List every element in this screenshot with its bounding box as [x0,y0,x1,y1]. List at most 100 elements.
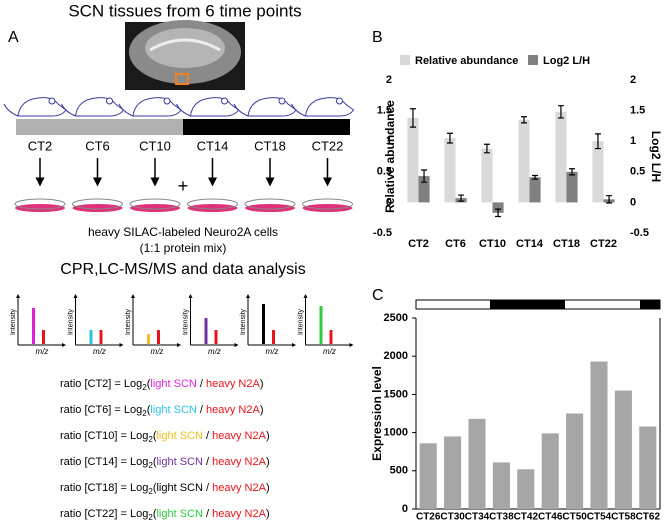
bar [614,390,632,509]
x-tick-label: CT62 [636,512,661,523]
ratio-part: 2 [142,409,147,418]
y-axis-title: Expression level [370,366,384,461]
ratio-part: ( [153,508,157,520]
x-tick-label: CT58 [611,512,636,523]
mz-label: m/z [208,347,221,356]
mouse [233,97,297,117]
ratio-part: light SCN [150,404,197,416]
time-point: CT18 [254,138,286,153]
dish [302,198,353,210]
bar [566,171,578,203]
y-tick-label: 2500 [384,312,408,324]
dish-fill [130,204,180,212]
light-peak [204,318,208,344]
y-tick-label: 2000 [384,350,408,362]
ratio-part: / [203,430,212,442]
panel-label: A [8,29,19,46]
y-axis-title: Relative abundance [383,100,397,213]
mix-label: (1:1 protein mix) [140,241,227,255]
dish-fill [72,204,123,212]
ratio-part: 2 [148,435,153,444]
plus: + [178,176,189,196]
legend-swatch [400,55,410,65]
mz-label: m/z [93,347,106,356]
error-bar [409,108,416,128]
x-tick-label: CT42 [514,512,539,523]
bar [590,361,608,509]
y2-tick-label: 1.5 [630,105,645,117]
mouse [61,97,125,117]
bar [517,469,535,509]
intensity-label: Intensity [10,308,17,335]
time-point: CT14 [197,138,229,153]
dish-fill [15,204,65,212]
ratio-part: ) [266,430,270,442]
error-bar [569,168,576,176]
ratio-part: ) [266,456,270,468]
error-bar [594,133,601,150]
ratio-part: heavy N2A [206,404,260,416]
ratio-part: ratio [CT22] = Log [60,508,148,520]
time-point: CT22 [312,138,344,153]
ratio-part: light SCN [156,456,203,468]
timeline [16,119,350,135]
bar [444,138,456,203]
heavy-peak [214,330,218,344]
mouse-ear [48,97,56,105]
ratio-part: ratio [CT18] = Log [60,482,148,494]
y-tick-label: 0 [402,503,408,515]
bar [444,436,462,509]
light-peak [32,308,35,344]
legend-swatch [528,55,538,65]
bar [481,148,493,203]
x-tick-label: CT26 [416,512,441,523]
x-tick-label: CT54 [587,512,612,523]
ratio-part: ratio [CT14] = Log [60,456,148,468]
y2-tick-label: 0.5 [630,166,645,178]
ratio-part: ) [260,404,264,416]
analysis-title: CPR,LC-MS/MS and data analysis [60,261,305,278]
ratio-part: heavy N2A [212,508,266,520]
y2-axis-title: Log2 L/H [649,131,663,182]
time-point: CT10 [139,138,171,153]
dish-fill [187,204,238,212]
y-tick-label: 1000 [384,427,408,439]
ratio-part: light SCN [150,378,197,390]
y2-tick-label: 1 [630,135,636,147]
dish [129,198,181,210]
intensity-label: Intensity [125,308,132,335]
light-dark-bar [415,299,661,310]
ratio-part: ( [147,404,151,416]
ratio-part: ( [153,430,157,442]
ratio-part: 2 [148,461,153,470]
ratio-part: ( [147,378,151,390]
ratio-part: light SCN [156,482,203,494]
error-bar [520,116,527,124]
intensity-label: Intensity [182,308,189,335]
brain-image [125,20,245,90]
error-bar [446,132,453,144]
x-tick-label: CT22 [590,238,617,250]
y-tick-label: 0 [386,196,392,208]
panel-label: B [372,29,383,46]
ratio-formula: ratio [CT14] = Log2(light SCN / heavy N2… [60,456,270,470]
ratio-formula: ratio [CT10] = Log2(light SCN / heavy N2… [60,430,270,444]
ratio-formula: ratio [CT18] = Log2(light SCN / heavy N2… [60,482,270,496]
error-bar [495,208,502,218]
bar [541,433,559,509]
mouse [118,97,182,117]
mouse-ear [106,97,113,105]
intensity-label: Intensity [297,308,304,335]
dish [14,198,66,210]
x-tick-label: CT14 [516,238,544,250]
bar [492,202,504,213]
x-tick-label: CT6 [445,238,466,250]
ratio-part: ) [266,482,270,494]
error-bar [606,195,613,204]
ratio-part: 2 [142,383,147,392]
ratio-formula: ratio [CT22] = Log2(light SCN / heavy N2… [60,508,270,522]
ratio-part: / [203,508,212,520]
light-peak [147,334,150,344]
legend-label: Log2 L/H [543,55,590,67]
